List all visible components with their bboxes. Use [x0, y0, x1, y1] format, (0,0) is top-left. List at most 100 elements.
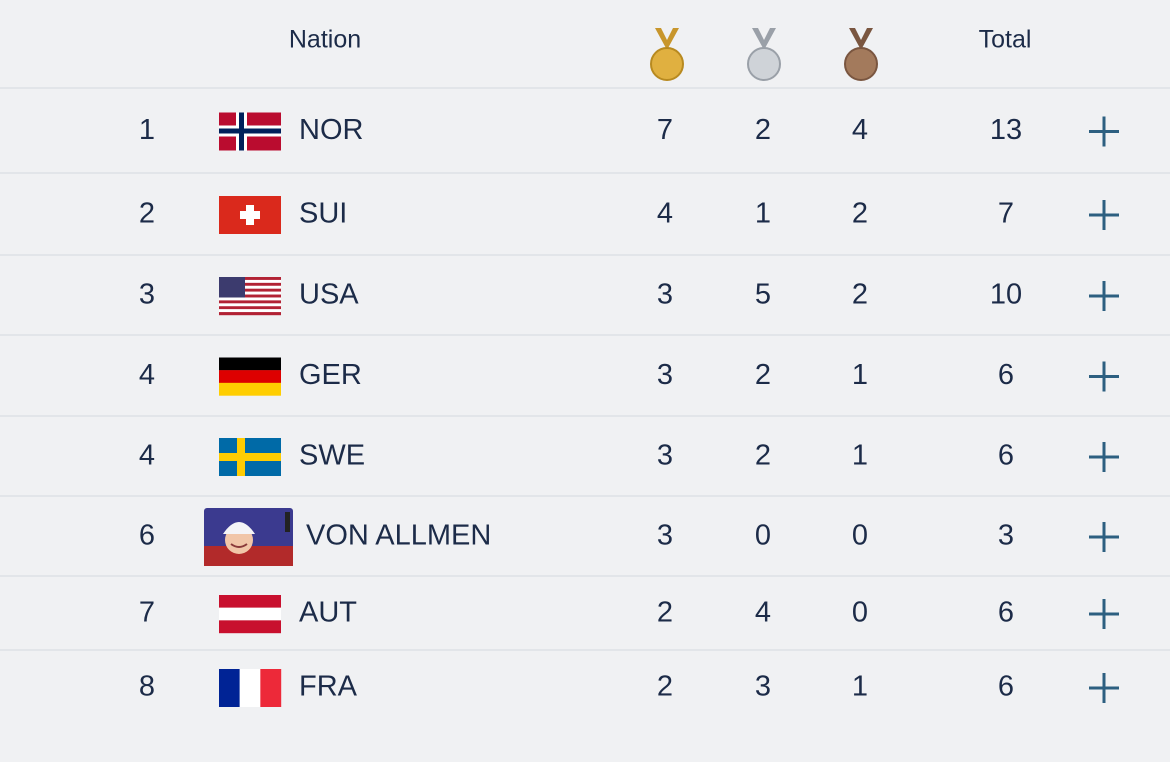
- expand-button[interactable]: [1086, 519, 1122, 555]
- nation-code: VON ALLMEN: [306, 520, 491, 552]
- plus-icon: [1089, 599, 1119, 629]
- f: [219, 288, 281, 292]
- rank: 4: [139, 440, 155, 472]
- bronze-count: 2: [852, 279, 868, 311]
- nation-header: Nation: [289, 26, 361, 54]
- table-row: 1 NOR 7 2 4 13: [139, 112, 1122, 151]
- total-count: 6: [998, 359, 1014, 391]
- f: [219, 453, 281, 461]
- table-row: 8 FRA 2 3 1 6: [139, 669, 1122, 707]
- f: [219, 277, 245, 298]
- gold-medal-icon: [650, 28, 684, 81]
- total-count: 10: [990, 279, 1022, 311]
- athlete-photo: [204, 508, 293, 566]
- rank: 8: [139, 671, 155, 703]
- table-row: 4 GER 3 2 1 6: [139, 357, 1122, 396]
- f: [223, 522, 255, 534]
- bronze-count: 0: [852, 520, 868, 552]
- nation-code: USA: [299, 279, 359, 311]
- rank: 1: [139, 114, 155, 146]
- bronze-count: 1: [852, 671, 868, 703]
- gold-count: 4: [657, 198, 673, 230]
- nation-code: SUI: [299, 198, 347, 230]
- f: [219, 607, 281, 621]
- f: [219, 595, 281, 608]
- silver-count: 1: [755, 198, 771, 230]
- f: [204, 546, 293, 566]
- expand-button[interactable]: [1086, 439, 1122, 475]
- silver-count: 2: [755, 440, 771, 472]
- f: [219, 297, 281, 301]
- rank: 7: [139, 597, 155, 629]
- f: [219, 309, 281, 313]
- silver-count: 5: [755, 279, 771, 311]
- total-count: 3: [998, 520, 1014, 552]
- plus-icon: [1089, 522, 1119, 552]
- flag: [219, 438, 281, 476]
- f: [219, 312, 281, 316]
- f: [239, 669, 261, 707]
- gold-count: 3: [657, 279, 673, 311]
- expand-button[interactable]: [1086, 670, 1122, 706]
- flag: [219, 112, 281, 151]
- bronze-medal-icon: [844, 28, 878, 81]
- f: [219, 306, 281, 310]
- nation-code: FRA: [299, 671, 358, 703]
- plus-icon: [1089, 361, 1119, 392]
- nation-code: AUT: [299, 597, 357, 629]
- nation-code: GER: [299, 359, 362, 391]
- nation-code: NOR: [299, 114, 363, 146]
- f: [219, 669, 240, 707]
- silver-count: 3: [755, 671, 771, 703]
- f: [219, 277, 281, 281]
- bronze-count: 1: [852, 440, 868, 472]
- f: [219, 620, 281, 634]
- f: [285, 512, 290, 532]
- bronze-count: 2: [852, 198, 868, 230]
- nation-code: SWE: [299, 440, 365, 472]
- f: [219, 128, 281, 134]
- f: [219, 370, 281, 384]
- flag: [219, 277, 281, 316]
- silver-count: 2: [755, 114, 771, 146]
- f: [219, 300, 281, 304]
- total-count: 7: [998, 198, 1014, 230]
- plus-icon: [1089, 673, 1119, 703]
- gold-count: 7: [657, 114, 673, 146]
- f: [260, 669, 282, 707]
- f: [219, 279, 281, 284]
- silver-medal-icon: [747, 28, 781, 81]
- table-row: 4 SWE 3 2 1 6: [139, 438, 1122, 476]
- table-row: 6 VON ALLMEN 3 0 0 3: [139, 508, 1122, 566]
- expand-button[interactable]: [1086, 596, 1122, 632]
- table-row: 2 SUI 4 1 2 7: [139, 196, 1122, 234]
- gold-count: 2: [657, 671, 673, 703]
- expand-button[interactable]: [1086, 114, 1122, 150]
- silver-count: 0: [755, 520, 771, 552]
- gold-count: 3: [657, 359, 673, 391]
- f: [219, 282, 281, 286]
- f: [219, 382, 281, 396]
- f: [219, 357, 281, 371]
- plus-icon: [1089, 442, 1119, 472]
- expand-button[interactable]: [1086, 359, 1122, 395]
- bronze-count: 4: [852, 114, 868, 146]
- f: [230, 543, 248, 548]
- table-row: 3 USA 3 5 2 10: [139, 277, 1122, 316]
- total-count: 6: [998, 597, 1014, 629]
- plus-icon: [1089, 116, 1119, 147]
- rank: 2: [139, 198, 155, 230]
- f: [219, 294, 281, 298]
- expand-button[interactable]: [1086, 278, 1122, 314]
- flag: [219, 196, 281, 234]
- rank: 3: [139, 279, 155, 311]
- total-header: Total: [979, 26, 1032, 54]
- total-count: 6: [998, 671, 1014, 703]
- rank: 4: [139, 359, 155, 391]
- total-count: 13: [990, 114, 1022, 146]
- expand-button[interactable]: [1086, 197, 1122, 233]
- f: [219, 303, 281, 307]
- flag: [219, 669, 282, 707]
